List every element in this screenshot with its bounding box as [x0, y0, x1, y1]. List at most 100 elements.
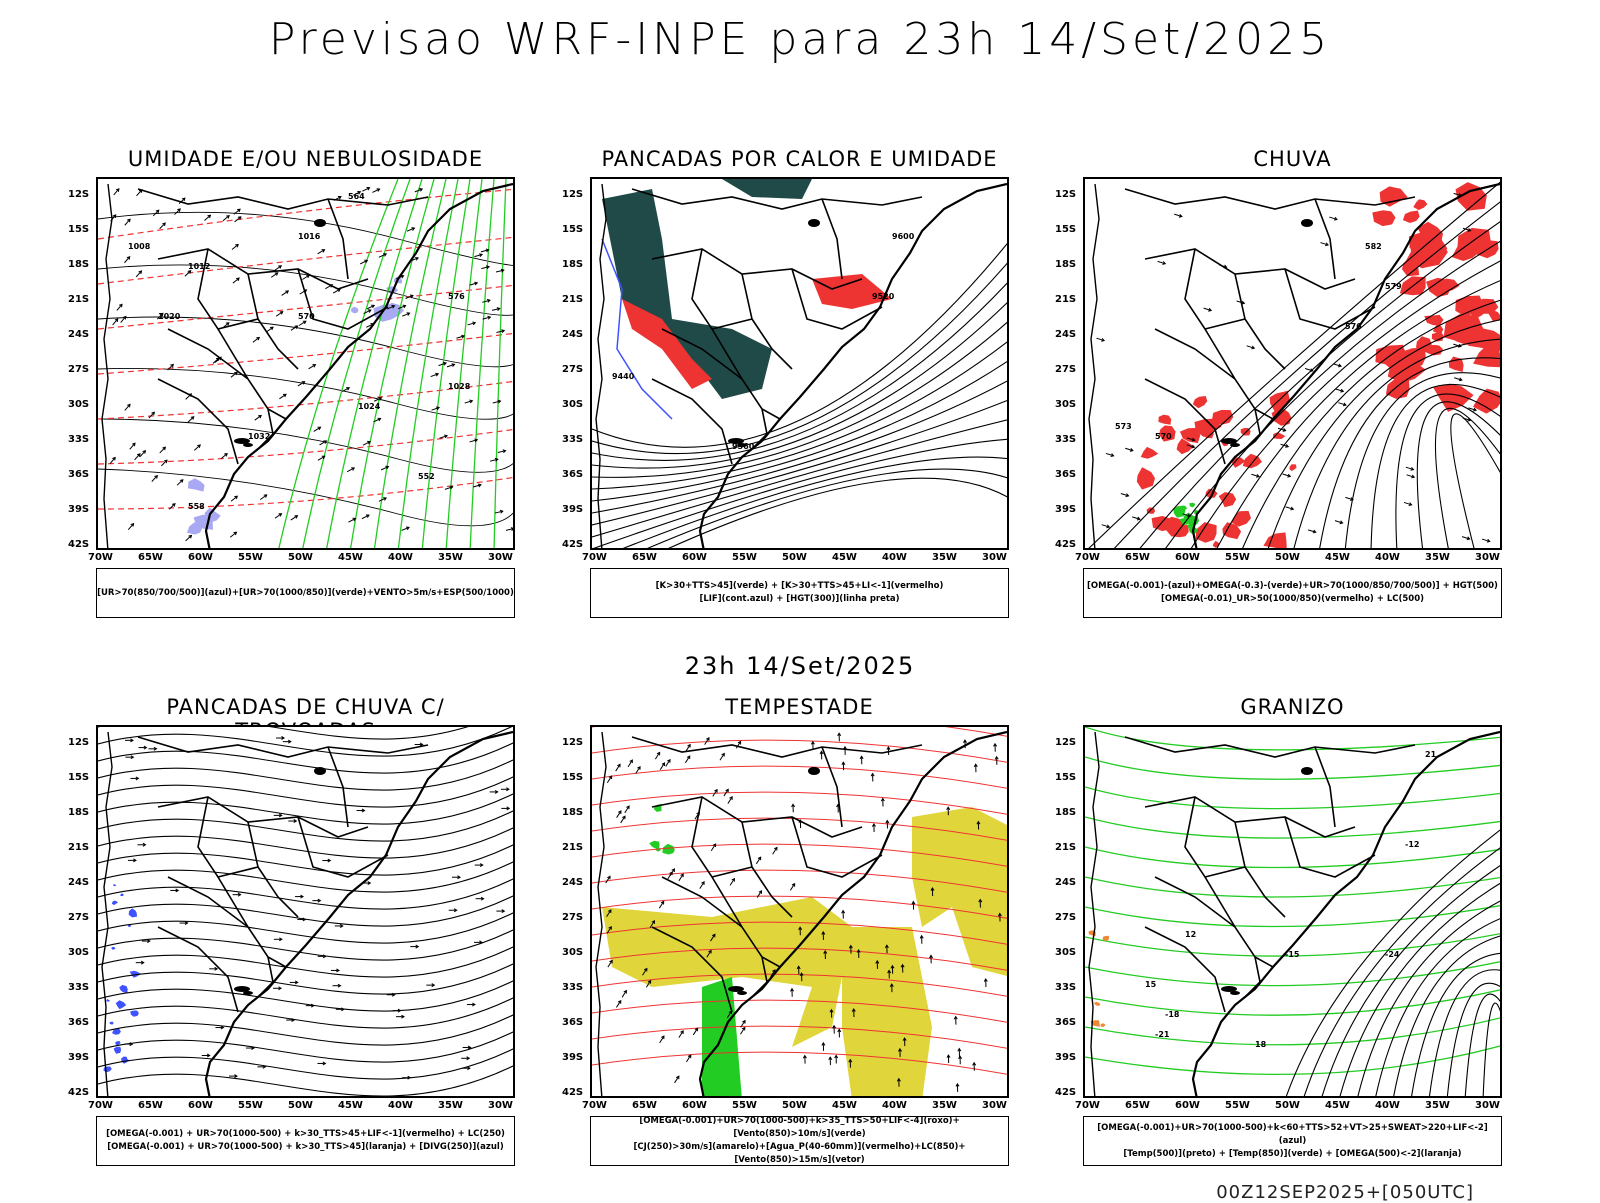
contour-line	[1085, 847, 1502, 868]
contour-label: 1024	[358, 402, 381, 411]
contour-label: -21	[1155, 1030, 1170, 1039]
latitude-tick-label: 27S	[1055, 364, 1076, 375]
longitude-tick-label: 50W	[1275, 1100, 1300, 1111]
latitude-tick-label: 39S	[562, 1052, 583, 1063]
latitude-tick-label: 12S	[562, 737, 583, 748]
shaded-area	[1137, 467, 1155, 489]
contour-line	[98, 333, 515, 374]
latitude-tick-label: 21S	[1055, 842, 1076, 853]
longitude-tick-label: 65W	[138, 1100, 163, 1111]
legend-line: [OMEGA(-0.001)+UR>70(1000-500)+k>35_TTS>…	[591, 1115, 1008, 1141]
longitude-tick-label: 55W	[1225, 552, 1250, 563]
map-tempestade	[590, 725, 1009, 1098]
shaded-area	[1452, 240, 1480, 261]
latitude-tick-label: 12S	[68, 189, 89, 200]
longitude-tick-label: 65W	[632, 1100, 657, 1111]
latitude-tick-label: 15S	[562, 772, 583, 783]
shaded-area	[1424, 315, 1443, 326]
longitude-tick-label: 70W	[582, 552, 607, 563]
shaded-area	[129, 908, 137, 917]
latitude-tick-label: 42S	[1055, 1087, 1076, 1098]
longitude-tick-label: 40W	[882, 1100, 907, 1111]
latitude-tick-label: 21S	[562, 294, 583, 305]
latitude-tick-label: 18S	[68, 259, 89, 270]
contour-line	[592, 339, 1009, 489]
latitude-tick-label: 39S	[1055, 504, 1076, 515]
longitude-tick-label: 65W	[1125, 1100, 1150, 1111]
contour-line	[350, 179, 434, 550]
legend-line: [K>30+TTS>45](verde) + [K>30+TTS>45+LI<-…	[591, 580, 1008, 593]
contour-line	[1085, 757, 1502, 779]
latitude-tick-label: 39S	[562, 504, 583, 515]
longitude-tick-label: 60W	[1175, 552, 1200, 563]
contour-label: 1028	[448, 382, 471, 391]
contour-line	[326, 179, 422, 550]
contour-line	[1085, 1045, 1502, 1074]
latitude-tick-label: 15S	[68, 224, 89, 235]
contour-line	[592, 727, 1009, 737]
contour-label: -24	[1385, 950, 1400, 959]
shaded-area	[1263, 532, 1287, 550]
longitude-tick-label: 40W	[1375, 552, 1400, 563]
longitude-tick-label: 45W	[1325, 552, 1350, 563]
longitude-tick-label: 70W	[88, 1100, 113, 1111]
latitude-tick-label: 42S	[68, 1087, 89, 1098]
shaded-area	[1094, 1002, 1101, 1006]
latitude-tick-label: 21S	[1055, 294, 1076, 305]
contour-line	[98, 317, 515, 367]
shaded-area	[722, 179, 812, 199]
longitude-tick-label: 35W	[1425, 552, 1450, 563]
longitude-tick-label: 65W	[138, 552, 163, 563]
longitude-tick-label: 30W	[1475, 552, 1500, 563]
map-graphic-umidade: 1008101210161020102410281032552558564570…	[98, 179, 515, 550]
contour-line	[592, 399, 1009, 525]
latitude-tick-label: 33S	[562, 434, 583, 445]
panel-title-chuva: CHUVA	[1083, 147, 1502, 171]
latitude-tick-label: 36S	[68, 1017, 89, 1028]
longitude-tick-label: 65W	[632, 552, 657, 563]
legend-line: [Temp(500)](preto) + [Temp(850)](verde) …	[1084, 1148, 1501, 1161]
longitude-tick-label: 70W	[1075, 552, 1100, 563]
latitude-tick-label: 12S	[68, 737, 89, 748]
shaded-area	[120, 893, 124, 896]
contour-label: 9600	[892, 232, 915, 241]
shaded-area	[188, 478, 205, 491]
latitude-tick-label: 27S	[68, 912, 89, 923]
shaded-area	[111, 947, 115, 950]
panel-title-pancadas_calor: PANCADAS POR CALOR E UMIDADE	[590, 147, 1009, 171]
longitude-tick-label: 35W	[438, 552, 463, 563]
shaded-area	[1413, 199, 1427, 210]
contour-label: 1008	[128, 242, 151, 251]
contour-label: 576	[448, 292, 465, 301]
contour-label: 1020	[158, 312, 181, 321]
longitude-tick-label: 30W	[982, 1100, 1007, 1111]
latitude-tick-label: 39S	[68, 504, 89, 515]
shaded-area	[119, 985, 128, 993]
contour-label: 579	[1385, 282, 1402, 291]
legend-chuva: [OMEGA(-0.001)-(azul)+OMEGA(-0.3)-(verde…	[1083, 568, 1502, 618]
longitude-tick-label: 35W	[1425, 1100, 1450, 1111]
shaded-area	[1403, 211, 1420, 224]
latitude-tick-label: 15S	[562, 224, 583, 235]
latitude-tick-label: 39S	[1055, 1052, 1076, 1063]
shaded-area	[187, 522, 202, 534]
latitude-tick-label: 24S	[68, 329, 89, 340]
latitude-tick-label: 36S	[1055, 1017, 1076, 1028]
latitude-tick-label: 24S	[68, 877, 89, 888]
contour-label: 552	[418, 472, 435, 481]
contour-line	[1319, 358, 1502, 550]
contour-label: 15	[1145, 980, 1157, 989]
contour-label: 1012	[188, 262, 210, 271]
contour-line	[98, 727, 515, 739]
latitude-tick-label: 21S	[562, 842, 583, 853]
latitude-tick-label: 42S	[562, 1087, 583, 1098]
latitude-tick-label: 15S	[68, 772, 89, 783]
contour-line	[1447, 983, 1502, 1098]
longitude-tick-label: 40W	[388, 1100, 413, 1111]
legend-line: [LIF](cont.azul) + [HGT(300)](linha pret…	[591, 593, 1008, 606]
shaded-area	[1141, 447, 1159, 459]
